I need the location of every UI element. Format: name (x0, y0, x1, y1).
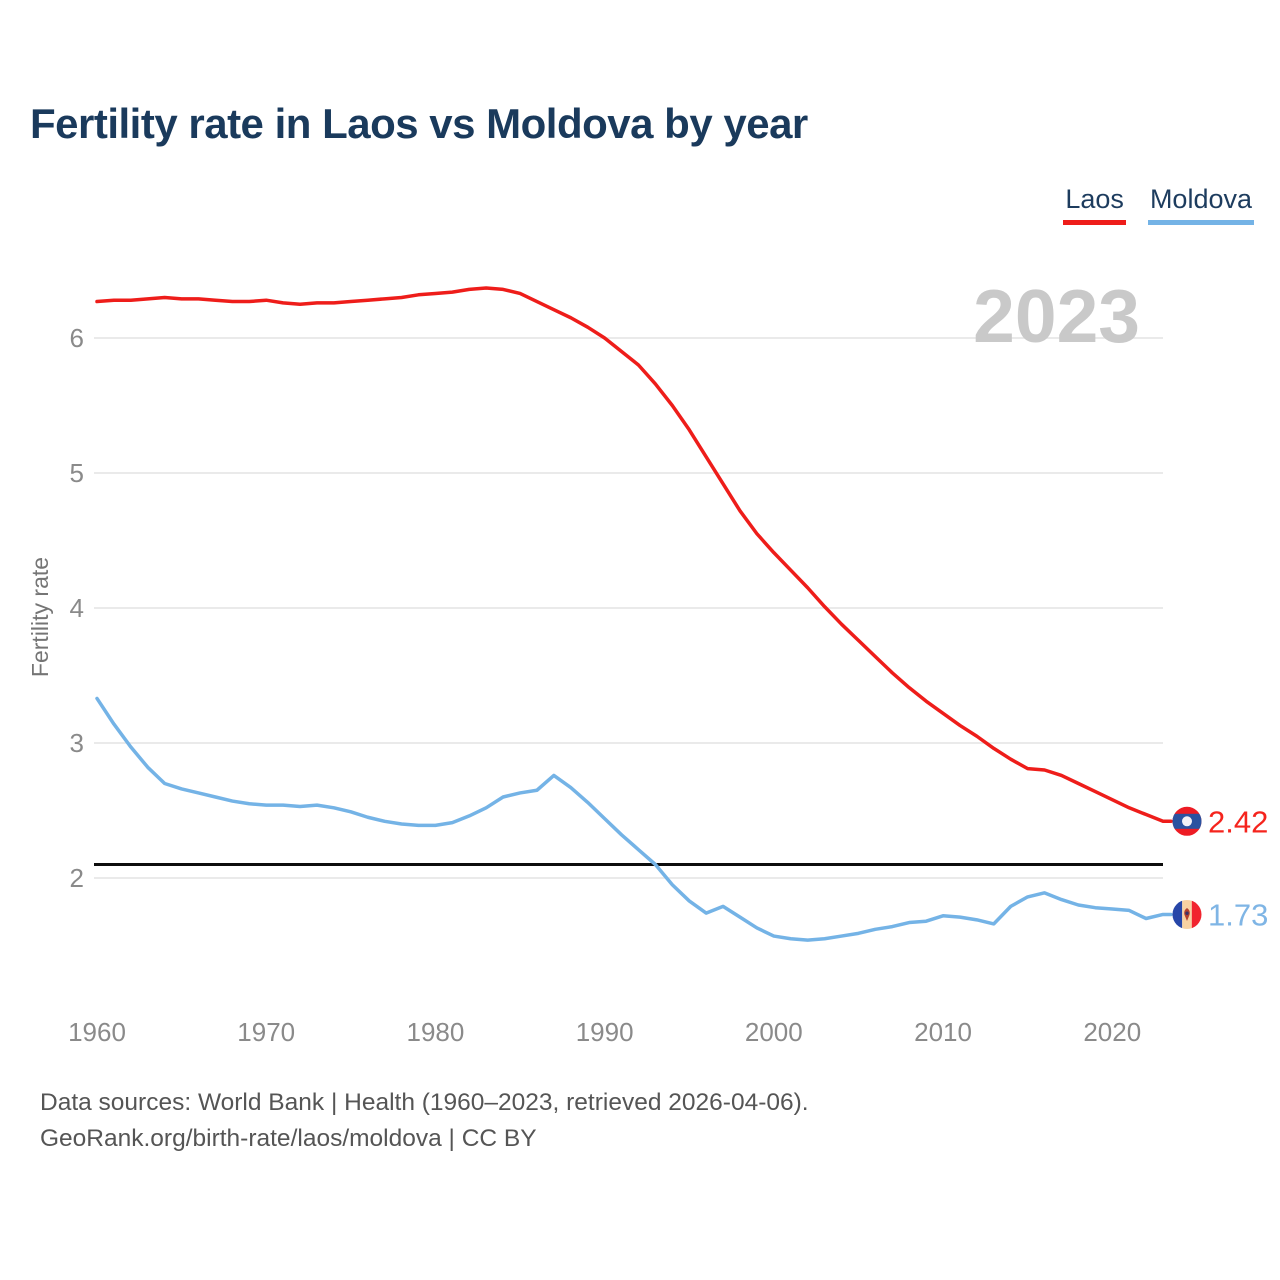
legend-item-moldova[interactable]: Moldova (1147, 184, 1254, 225)
y-tick-label: 4 (70, 593, 84, 623)
laos-flag-icon (1172, 806, 1202, 836)
y-axis-title: Fertility rate (27, 557, 53, 677)
footer-sources: Data sources: World Bank | Health (1960–… (40, 1089, 809, 1116)
chart-title: Fertility rate in Laos vs Moldova by yea… (30, 100, 808, 147)
legend: Laos Moldova (1063, 184, 1254, 225)
footer-attribution: GeoRank.org/birth-rate/laos/moldova | CC… (40, 1125, 537, 1152)
x-tick-label: 2020 (1083, 1017, 1141, 1047)
gridlines (94, 337, 1163, 879)
x-tick-label: 1970 (237, 1017, 295, 1047)
moldova-flag-icon (1172, 899, 1202, 929)
y-tick-label: 3 (70, 728, 84, 758)
y-tick-label: 5 (70, 458, 84, 488)
x-axis-tick-labels: 1960 1970 1980 1990 2000 2010 2020 (68, 1017, 1141, 1047)
x-tick-label: 1980 (406, 1017, 464, 1047)
y-tick-label: 6 (70, 323, 84, 353)
y-axis-tick-labels: 2 3 4 5 6 (70, 323, 84, 893)
moldova-end-value: 1.73 (1208, 897, 1268, 932)
year-watermark: 2023 (973, 274, 1140, 358)
x-tick-label: 2000 (745, 1017, 803, 1047)
x-tick-label: 1990 (576, 1017, 634, 1047)
y-tick-label: 2 (70, 863, 84, 893)
laos-line (95, 286, 1173, 824)
x-tick-label: 1960 (68, 1017, 126, 1047)
x-tick-label: 2010 (914, 1017, 972, 1047)
moldova-line (95, 696, 1173, 942)
laos-end-value: 2.42 (1208, 804, 1268, 839)
footer: Data sources: World Bank | Health (1960–… (40, 1085, 809, 1157)
legend-item-laos[interactable]: Laos (1063, 184, 1126, 225)
